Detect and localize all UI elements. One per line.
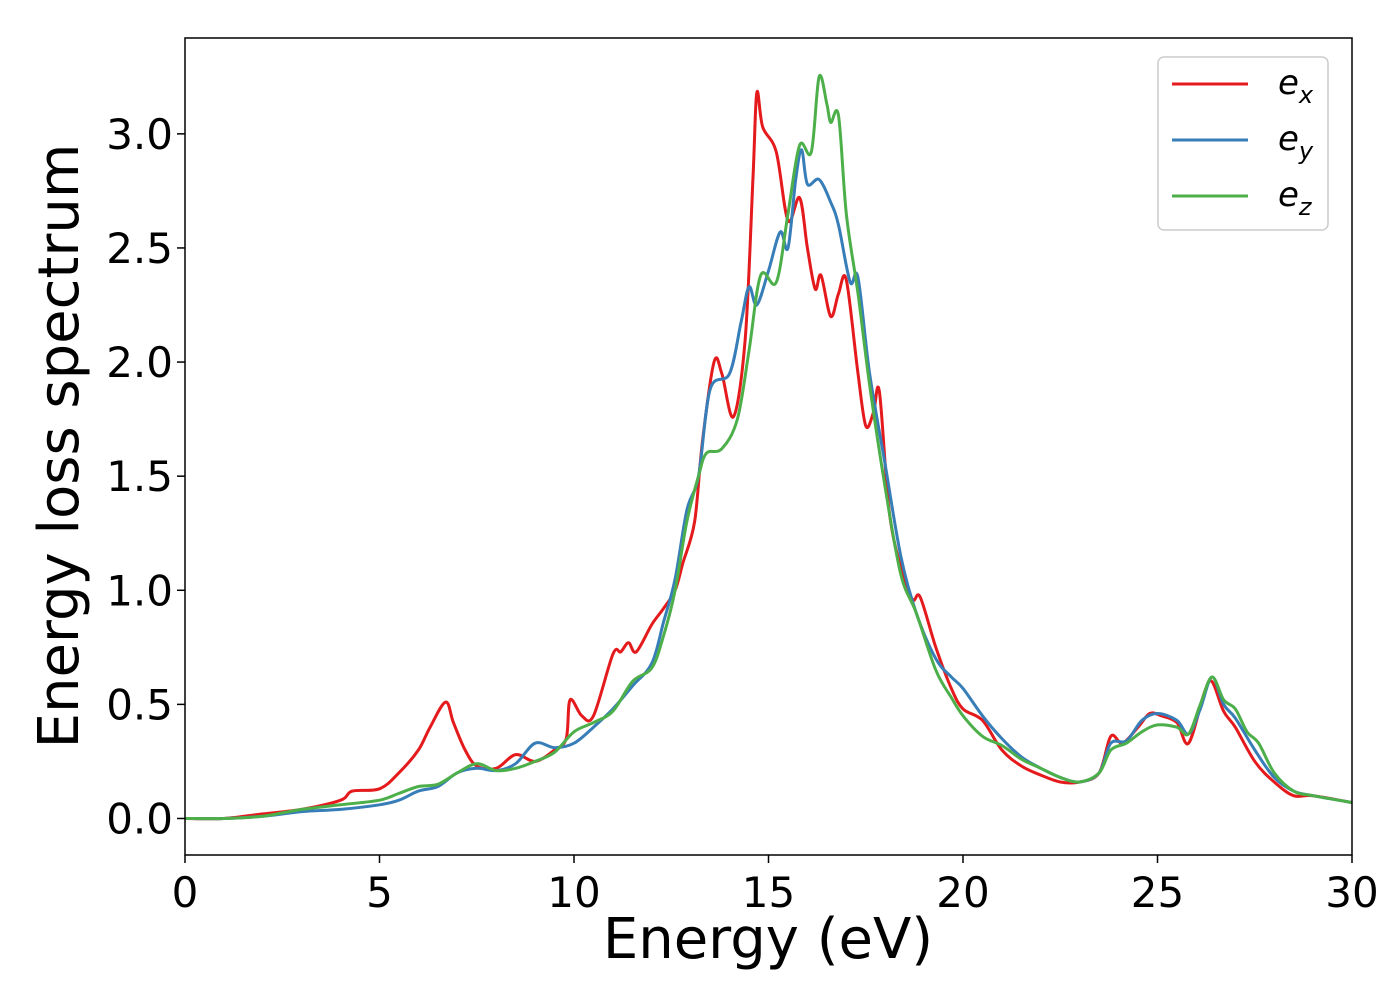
y-tick-label: 1.5 (106, 452, 173, 501)
legend-label-e-y: ey (1278, 119, 1314, 165)
series-line-e-z (184, 73, 1353, 821)
y-axis-title: Energy loss spectrum (27, 144, 92, 749)
y-tick-label: 3.0 (106, 110, 173, 159)
x-tick-label: 10 (547, 868, 600, 917)
x-axis-ticks: 0 5 10 15 20 25 30 (172, 855, 1379, 917)
y-axis-ticks: 0.0 0.5 1.0 1.5 2.0 2.5 3.0 (106, 110, 185, 843)
x-axis-title: Energy (eV) (603, 907, 933, 972)
x-tick-label: 25 (1131, 868, 1184, 917)
legend-label-e-x: ex (1278, 63, 1314, 109)
series-layer (184, 73, 1353, 821)
series-line-e-y (184, 148, 1353, 821)
y-tick-label: 1.0 (106, 566, 173, 615)
legend: ex ey ez (1157, 56, 1329, 231)
y-tick-label: 0.5 (106, 680, 173, 729)
x-tick-label: 20 (936, 868, 989, 917)
x-tick-label: 15 (742, 868, 795, 917)
legend-box (1157, 56, 1329, 231)
legend-label-e-z: ez (1278, 175, 1313, 221)
y-tick-label: 2.5 (106, 224, 173, 273)
x-tick-label: 0 (172, 868, 199, 917)
y-tick-label: 0.0 (106, 794, 173, 843)
y-tick-label: 2.0 (106, 338, 173, 387)
x-tick-label: 30 (1325, 868, 1378, 917)
x-tick-label: 5 (366, 868, 393, 917)
